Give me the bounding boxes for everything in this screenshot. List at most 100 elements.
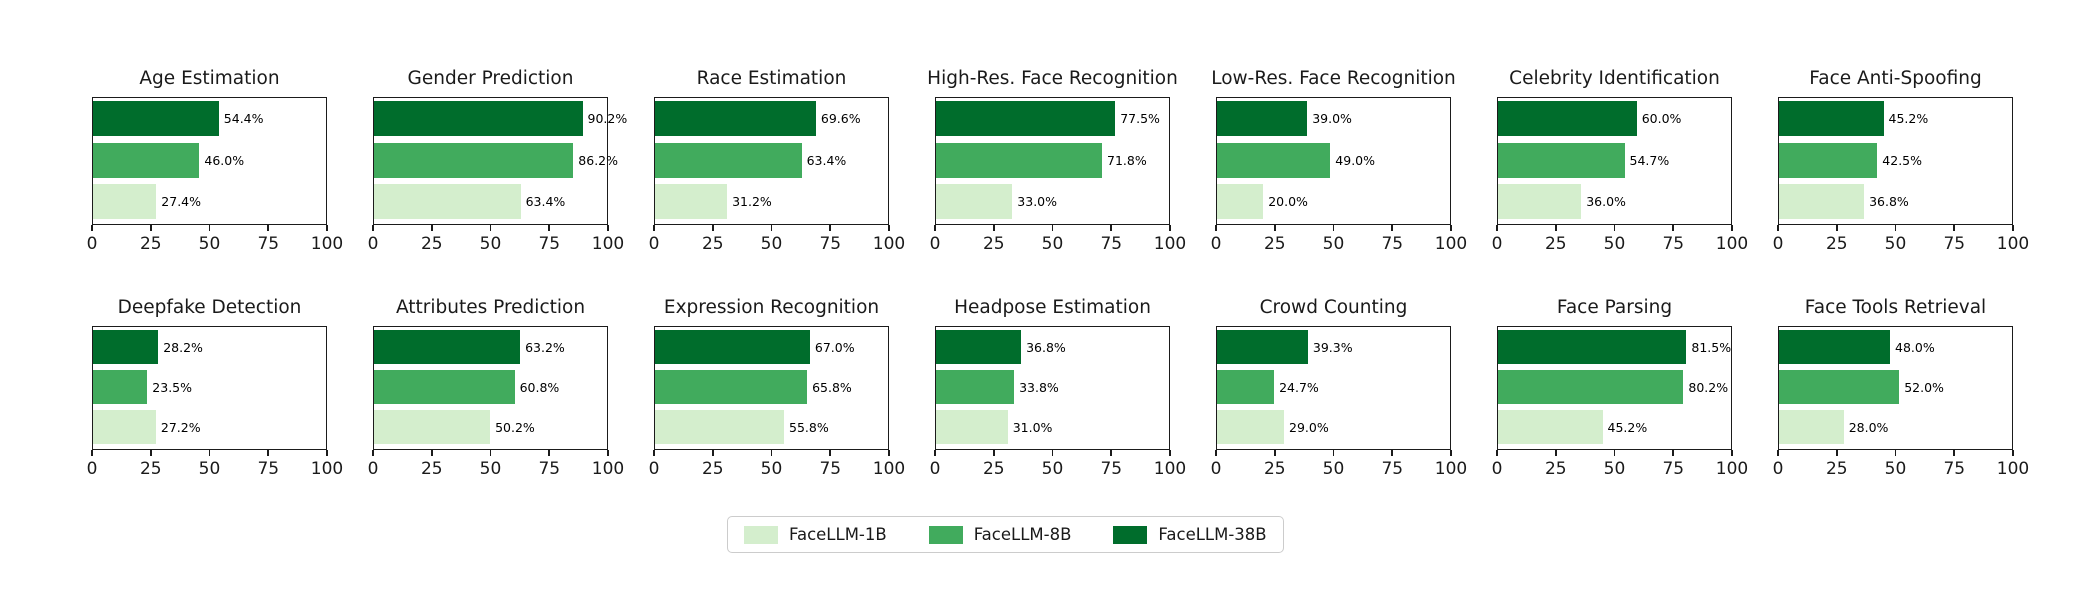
x-axis-tick-label: 75 xyxy=(819,234,842,254)
subplot-low-res-face-recognition: Low-Res. Face Recognition 39.0% 49.0% 20.0%… xyxy=(1211,68,1468,254)
subplot-title: Age Estimation xyxy=(139,68,280,89)
x-axis-tick-label: 50 xyxy=(198,234,221,254)
x-axis-tick-label: 0 xyxy=(1210,234,1222,254)
x-axis-tick-label: 50 xyxy=(1322,459,1345,479)
axes-box: 69.6% 63.4% 31.2% xyxy=(654,97,889,225)
x-axis-tick-label: 75 xyxy=(257,459,280,479)
bar-facellm-1b xyxy=(655,410,784,445)
bar-value-label: 81.5% xyxy=(1691,339,1732,355)
bar-facellm-8b xyxy=(374,370,515,405)
x-axis-tick-mark xyxy=(1051,450,1054,456)
bar-facellm-1b xyxy=(1498,410,1603,445)
x-axis-tick-mark xyxy=(770,225,773,231)
bar-value-label: 28.2% xyxy=(163,339,203,355)
bar-value-label: 20.0% xyxy=(1268,194,1308,209)
bar-facellm-1b xyxy=(1217,410,1284,445)
subplot-deepfake-detection: Deepfake Detection 28.2% 23.5% 27.2% 0 25 50 75… xyxy=(87,297,344,479)
x-axis-tick-mark xyxy=(1835,225,1838,231)
subplot-title: Low-Res. Face Recognition xyxy=(1211,68,1456,89)
x-axis-tick-label: 0 xyxy=(86,234,98,254)
x-axis-tick-label: 25 xyxy=(1263,234,1286,254)
bar-value-label: 54.4% xyxy=(223,111,264,127)
x-axis-tick-mark xyxy=(1953,225,1956,231)
x-axis-tick-mark xyxy=(653,225,655,231)
bar-facellm-38b xyxy=(374,101,583,137)
bar-facellm-1b xyxy=(93,184,157,219)
bar-value-label: 77.5% xyxy=(1120,111,1160,127)
x-axis-tick-mark xyxy=(607,225,609,231)
bar-value-label: 28.0% xyxy=(1848,419,1889,435)
axes-box: 67.0% 65.8% 55.8% xyxy=(654,326,889,450)
bar-facellm-8b xyxy=(374,142,574,178)
x-axis-tick-label: 50 xyxy=(1884,459,1907,479)
x-axis-tick-label: 25 xyxy=(982,459,1005,479)
bar-facellm-38b xyxy=(374,330,521,364)
bar-value-label: 50.2% xyxy=(495,419,535,435)
x-axis-tick-mark xyxy=(1613,450,1616,456)
x-axis-tick-mark xyxy=(711,450,714,456)
subplot-crowd-counting: Crowd Counting 39.3% 24.7% 29.0% 0 25 50 75 100 xyxy=(1211,297,1468,479)
x-axis-tick-mark xyxy=(430,225,433,231)
bar-value-label: 65.8% xyxy=(812,379,852,395)
x-axis-tick-label: 0 xyxy=(648,459,660,479)
bar-facellm-38b xyxy=(93,330,159,364)
x-axis-tick-mark xyxy=(1169,450,1171,456)
subplot-face-tools-retrieval: Face Tools Retrieval 48.0% 52.0% 28.0% 0 25 50… xyxy=(1773,297,2030,479)
axes-box: 77.5% 71.8% 33.0% xyxy=(935,97,1170,225)
subplot-title: Face Parsing xyxy=(1556,297,1673,318)
bar-value-label: 31.2% xyxy=(732,194,772,209)
x-axis-tick-mark xyxy=(1835,450,1838,456)
axes-box: 48.0% 52.0% 28.0% xyxy=(1778,326,2013,450)
bar-facellm-1b xyxy=(93,410,156,445)
x-axis-tick-mark xyxy=(888,225,890,231)
bar-value-label: 63.2% xyxy=(525,339,565,355)
bar-facellm-38b xyxy=(1498,101,1637,137)
subplot-face-parsing: Face Parsing 81.5% 80.2% 45.2% 0 25 50 75 100 xyxy=(1492,297,1749,479)
x-axis-tick-label: 0 xyxy=(1491,234,1503,254)
bar-facellm-8b xyxy=(655,370,808,405)
subplot-title: Crowd Counting xyxy=(1259,297,1408,318)
bar-facellm-38b xyxy=(655,330,810,364)
x-axis-tick-label: 50 xyxy=(760,234,783,254)
bar-facellm-38b xyxy=(936,330,1022,364)
x-axis-tick-mark xyxy=(326,225,328,231)
bar-value-label: 45.2% xyxy=(1888,111,1929,127)
subplot-race-estimation: Race Estimation 69.6% 63.4% 31.2% 0 25 50 75 100 xyxy=(649,68,906,254)
x-axis-tick-mark xyxy=(711,225,714,231)
x-axis-tick-mark xyxy=(1215,225,1217,231)
x-axis-tick-label: 100 xyxy=(1996,234,2030,254)
x-axis-tick-mark xyxy=(1391,225,1394,231)
x-axis-tick-mark xyxy=(1332,450,1335,456)
bar-value-label: 36.0% xyxy=(1586,194,1626,209)
bar-facellm-1b xyxy=(936,410,1008,445)
bar-value-label: 63.4% xyxy=(806,152,847,168)
subplot-title: Headpose Estimation xyxy=(954,297,1151,318)
x-axis-tick-label: 100 xyxy=(1153,459,1187,479)
legend-item-facellm-1b: FaceLLM-1B xyxy=(744,525,887,544)
x-axis-tick-label: 25 xyxy=(1544,234,1567,254)
x-axis-tick-label: 0 xyxy=(929,234,941,254)
bar-value-label: 42.5% xyxy=(1882,152,1923,168)
bar-facellm-38b xyxy=(1217,330,1308,364)
legend: FaceLLM-1B FaceLLM-8B FaceLLM-38B xyxy=(727,516,1284,553)
x-axis-tick-label: 100 xyxy=(1715,459,1749,479)
bar-facellm-1b xyxy=(936,184,1013,219)
bar-value-label: 29.0% xyxy=(1289,419,1329,435)
legend-swatch-facellm-38b xyxy=(1113,525,1148,544)
x-axis-tick-mark xyxy=(149,225,152,231)
bar-facellm-1b xyxy=(1498,184,1582,219)
x-axis-tick-mark xyxy=(770,450,773,456)
x-axis-tick-label: 25 xyxy=(420,234,443,254)
bar-facellm-8b xyxy=(655,142,802,178)
bar-value-label: 39.3% xyxy=(1312,339,1353,355)
x-axis-tick-label: 100 xyxy=(591,459,625,479)
x-axis-tick-label: 25 xyxy=(1544,459,1567,479)
bar-value-label: 67.0% xyxy=(814,339,855,355)
bar-value-label: 63.4% xyxy=(525,194,566,209)
x-axis-tick-mark xyxy=(1051,225,1054,231)
bar-value-label: 49.0% xyxy=(1335,152,1376,168)
bar-value-label: 27.2% xyxy=(160,419,201,435)
subplot-celebrity-identification: Celebrity Identification 60.0% 54.7% 36.0% 0… xyxy=(1492,68,1749,254)
x-axis-tick-label: 75 xyxy=(1662,234,1685,254)
x-axis-tick-mark xyxy=(1450,450,1452,456)
